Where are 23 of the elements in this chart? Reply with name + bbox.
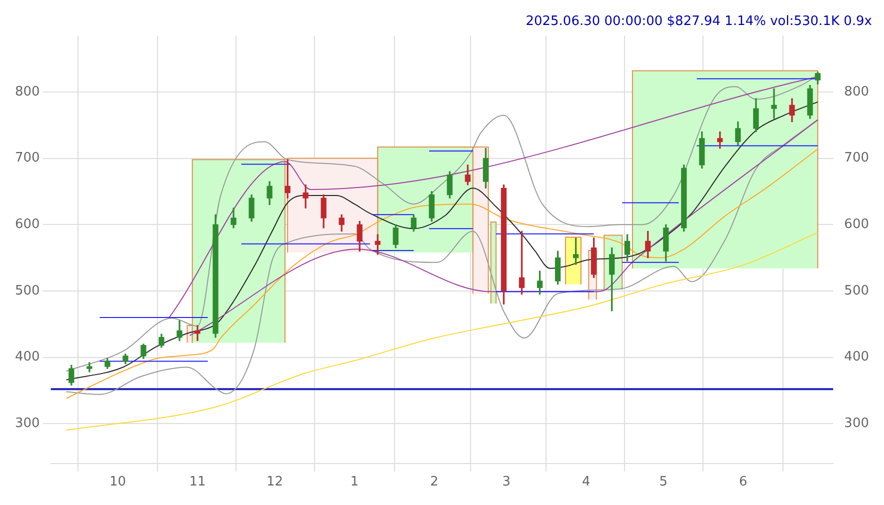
y-tick-label: 300 xyxy=(14,416,40,431)
y2-tick-label: 700 xyxy=(844,150,870,166)
y2-tick-label: 300 xyxy=(844,416,870,431)
y-tick-label: 700 xyxy=(14,150,40,166)
y-tick-label: 500 xyxy=(14,283,40,298)
x-tick-label: 11 xyxy=(189,474,206,490)
x-tick-label: 10 xyxy=(109,474,126,490)
chart-title: 2025.06.30 00:00:00 $827.94 1.14% vol:530.1K 0.9x xyxy=(526,14,872,30)
x-tick-label: 6 xyxy=(738,474,748,490)
line-series xyxy=(66,232,818,431)
x-tick-label: 3 xyxy=(502,474,510,490)
x-tick-label: 2 xyxy=(430,474,438,490)
y2-tick-label: 600 xyxy=(844,217,870,232)
x-tick-label: 5 xyxy=(659,474,668,490)
x-tick-label: 1 xyxy=(350,474,359,490)
x-tick-label: 4 xyxy=(582,474,590,490)
y-tick-label: 600 xyxy=(14,217,40,232)
y2-tick-label: 400 xyxy=(844,350,870,365)
y-tick-label: 400 xyxy=(14,350,40,365)
y2-tick-label: 800 xyxy=(844,84,870,100)
x-tick-label: 12 xyxy=(266,474,283,490)
y2-tick-label: 500 xyxy=(844,283,870,298)
y-tick-label: 800 xyxy=(14,84,40,100)
